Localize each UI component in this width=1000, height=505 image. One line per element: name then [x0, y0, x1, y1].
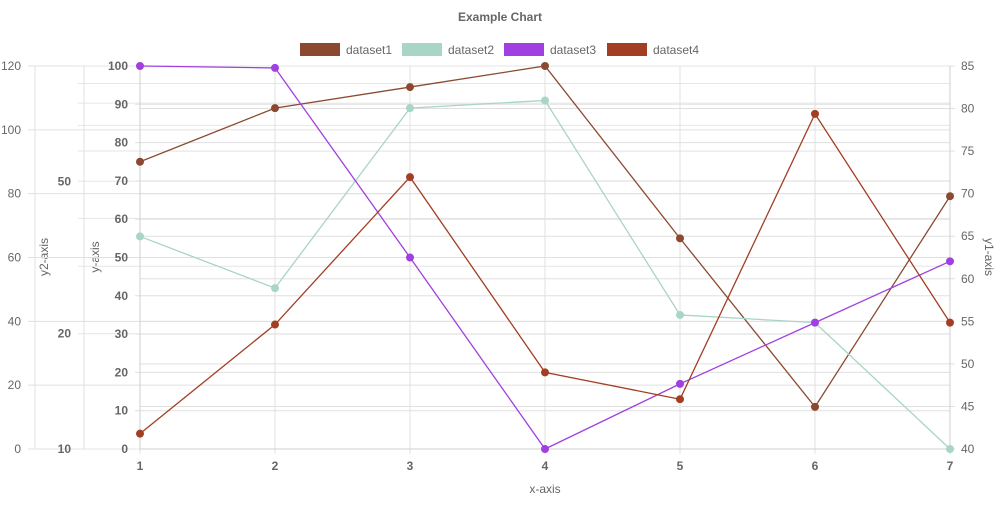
y3-tick-label: 50 [58, 174, 72, 188]
data-point [271, 63, 279, 72]
legend-item: dataset2 [402, 43, 494, 57]
x-axis-title: x-axis [529, 482, 560, 496]
x-tick-label: 3 [407, 459, 414, 473]
y2-tick-label: 120 [1, 59, 21, 73]
x-tick-label: 4 [542, 459, 549, 473]
data-point [271, 320, 279, 329]
data-point [541, 96, 549, 105]
data-point [136, 429, 144, 438]
y-tick-label: 0 [121, 442, 128, 456]
grid-lines [28, 65, 955, 454]
y2-tick-label: 80 [8, 187, 22, 201]
legend-label: dataset1 [346, 43, 392, 57]
legend-item: dataset1 [300, 43, 392, 57]
legend-swatch [402, 43, 442, 56]
data-point [811, 318, 819, 327]
legend-label: dataset3 [550, 43, 596, 57]
legend-swatch [504, 43, 544, 56]
x-tick-label: 1 [137, 459, 144, 473]
y-tick-label: 70 [115, 174, 129, 188]
x-tick-label: 6 [812, 459, 819, 473]
y1-axis-title: y1-axis [982, 238, 996, 276]
data-point [136, 232, 144, 241]
data-point [946, 318, 954, 327]
data-point [406, 253, 414, 262]
legend-item: dataset3 [504, 43, 596, 57]
data-point [946, 192, 954, 201]
x-tick-label: 7 [947, 459, 954, 473]
y-tick-label: 30 [115, 327, 129, 341]
legend-item: dataset4 [607, 43, 699, 57]
y-tick-label: 50 [115, 251, 129, 265]
y-tick-label: 20 [115, 365, 129, 379]
y-tick-label: 60 [115, 212, 129, 226]
y1-tick-label: 75 [961, 144, 975, 158]
x-tick-label: 5 [677, 459, 684, 473]
y-tick-label: 80 [115, 136, 129, 150]
data-point [946, 445, 954, 453]
data-point [406, 104, 414, 113]
y3-tick-label: 20 [58, 327, 72, 341]
y3-tick-label: 10 [58, 442, 72, 456]
y1-tick-label: 60 [961, 272, 975, 286]
y1-tick-label: 70 [961, 187, 975, 201]
data-point [541, 445, 549, 453]
data-point [946, 257, 954, 266]
legend-label: dataset4 [653, 43, 699, 57]
data-point [271, 104, 279, 113]
y1-tick-label: 55 [961, 314, 975, 328]
data-point [811, 402, 819, 411]
y-tick-label: 90 [115, 97, 129, 111]
data-point [811, 109, 819, 118]
legend-swatch [300, 43, 340, 56]
data-point [541, 368, 549, 377]
series-dataset3 [136, 62, 954, 453]
data-point [676, 310, 684, 319]
y1-tick-label: 65 [961, 229, 975, 243]
data-point [271, 284, 279, 293]
y-tick-label: 10 [115, 404, 129, 418]
chart-title: Example Chart [458, 10, 542, 24]
data-point [406, 83, 414, 92]
y2-tick-label: 0 [14, 442, 21, 456]
data-point [406, 173, 414, 182]
y2-tick-label: 20 [8, 378, 22, 392]
y2-tick-label: 60 [8, 251, 22, 265]
y2-tick-label: 100 [1, 123, 21, 137]
y-tick-label: 40 [115, 289, 129, 303]
legend-swatch [607, 43, 647, 56]
data-point [676, 395, 684, 404]
y1-tick-label: 50 [961, 357, 975, 371]
series-dataset1 [136, 62, 954, 411]
y1-tick-label: 40 [961, 442, 975, 456]
y-tick-label: 100 [108, 59, 128, 73]
y2-tick-label: 40 [8, 314, 22, 328]
y1-tick-label: 85 [961, 59, 975, 73]
y1-tick-label: 80 [961, 102, 975, 116]
x-tick-label: 2 [272, 459, 279, 473]
data-point [676, 379, 684, 388]
y1-tick-label: 45 [961, 399, 975, 413]
legend-label: dataset2 [448, 43, 494, 57]
data-point [676, 234, 684, 243]
series-dataset4 [136, 109, 954, 438]
data-point [136, 62, 144, 70]
data-point [541, 62, 549, 70]
data-point [136, 157, 144, 166]
